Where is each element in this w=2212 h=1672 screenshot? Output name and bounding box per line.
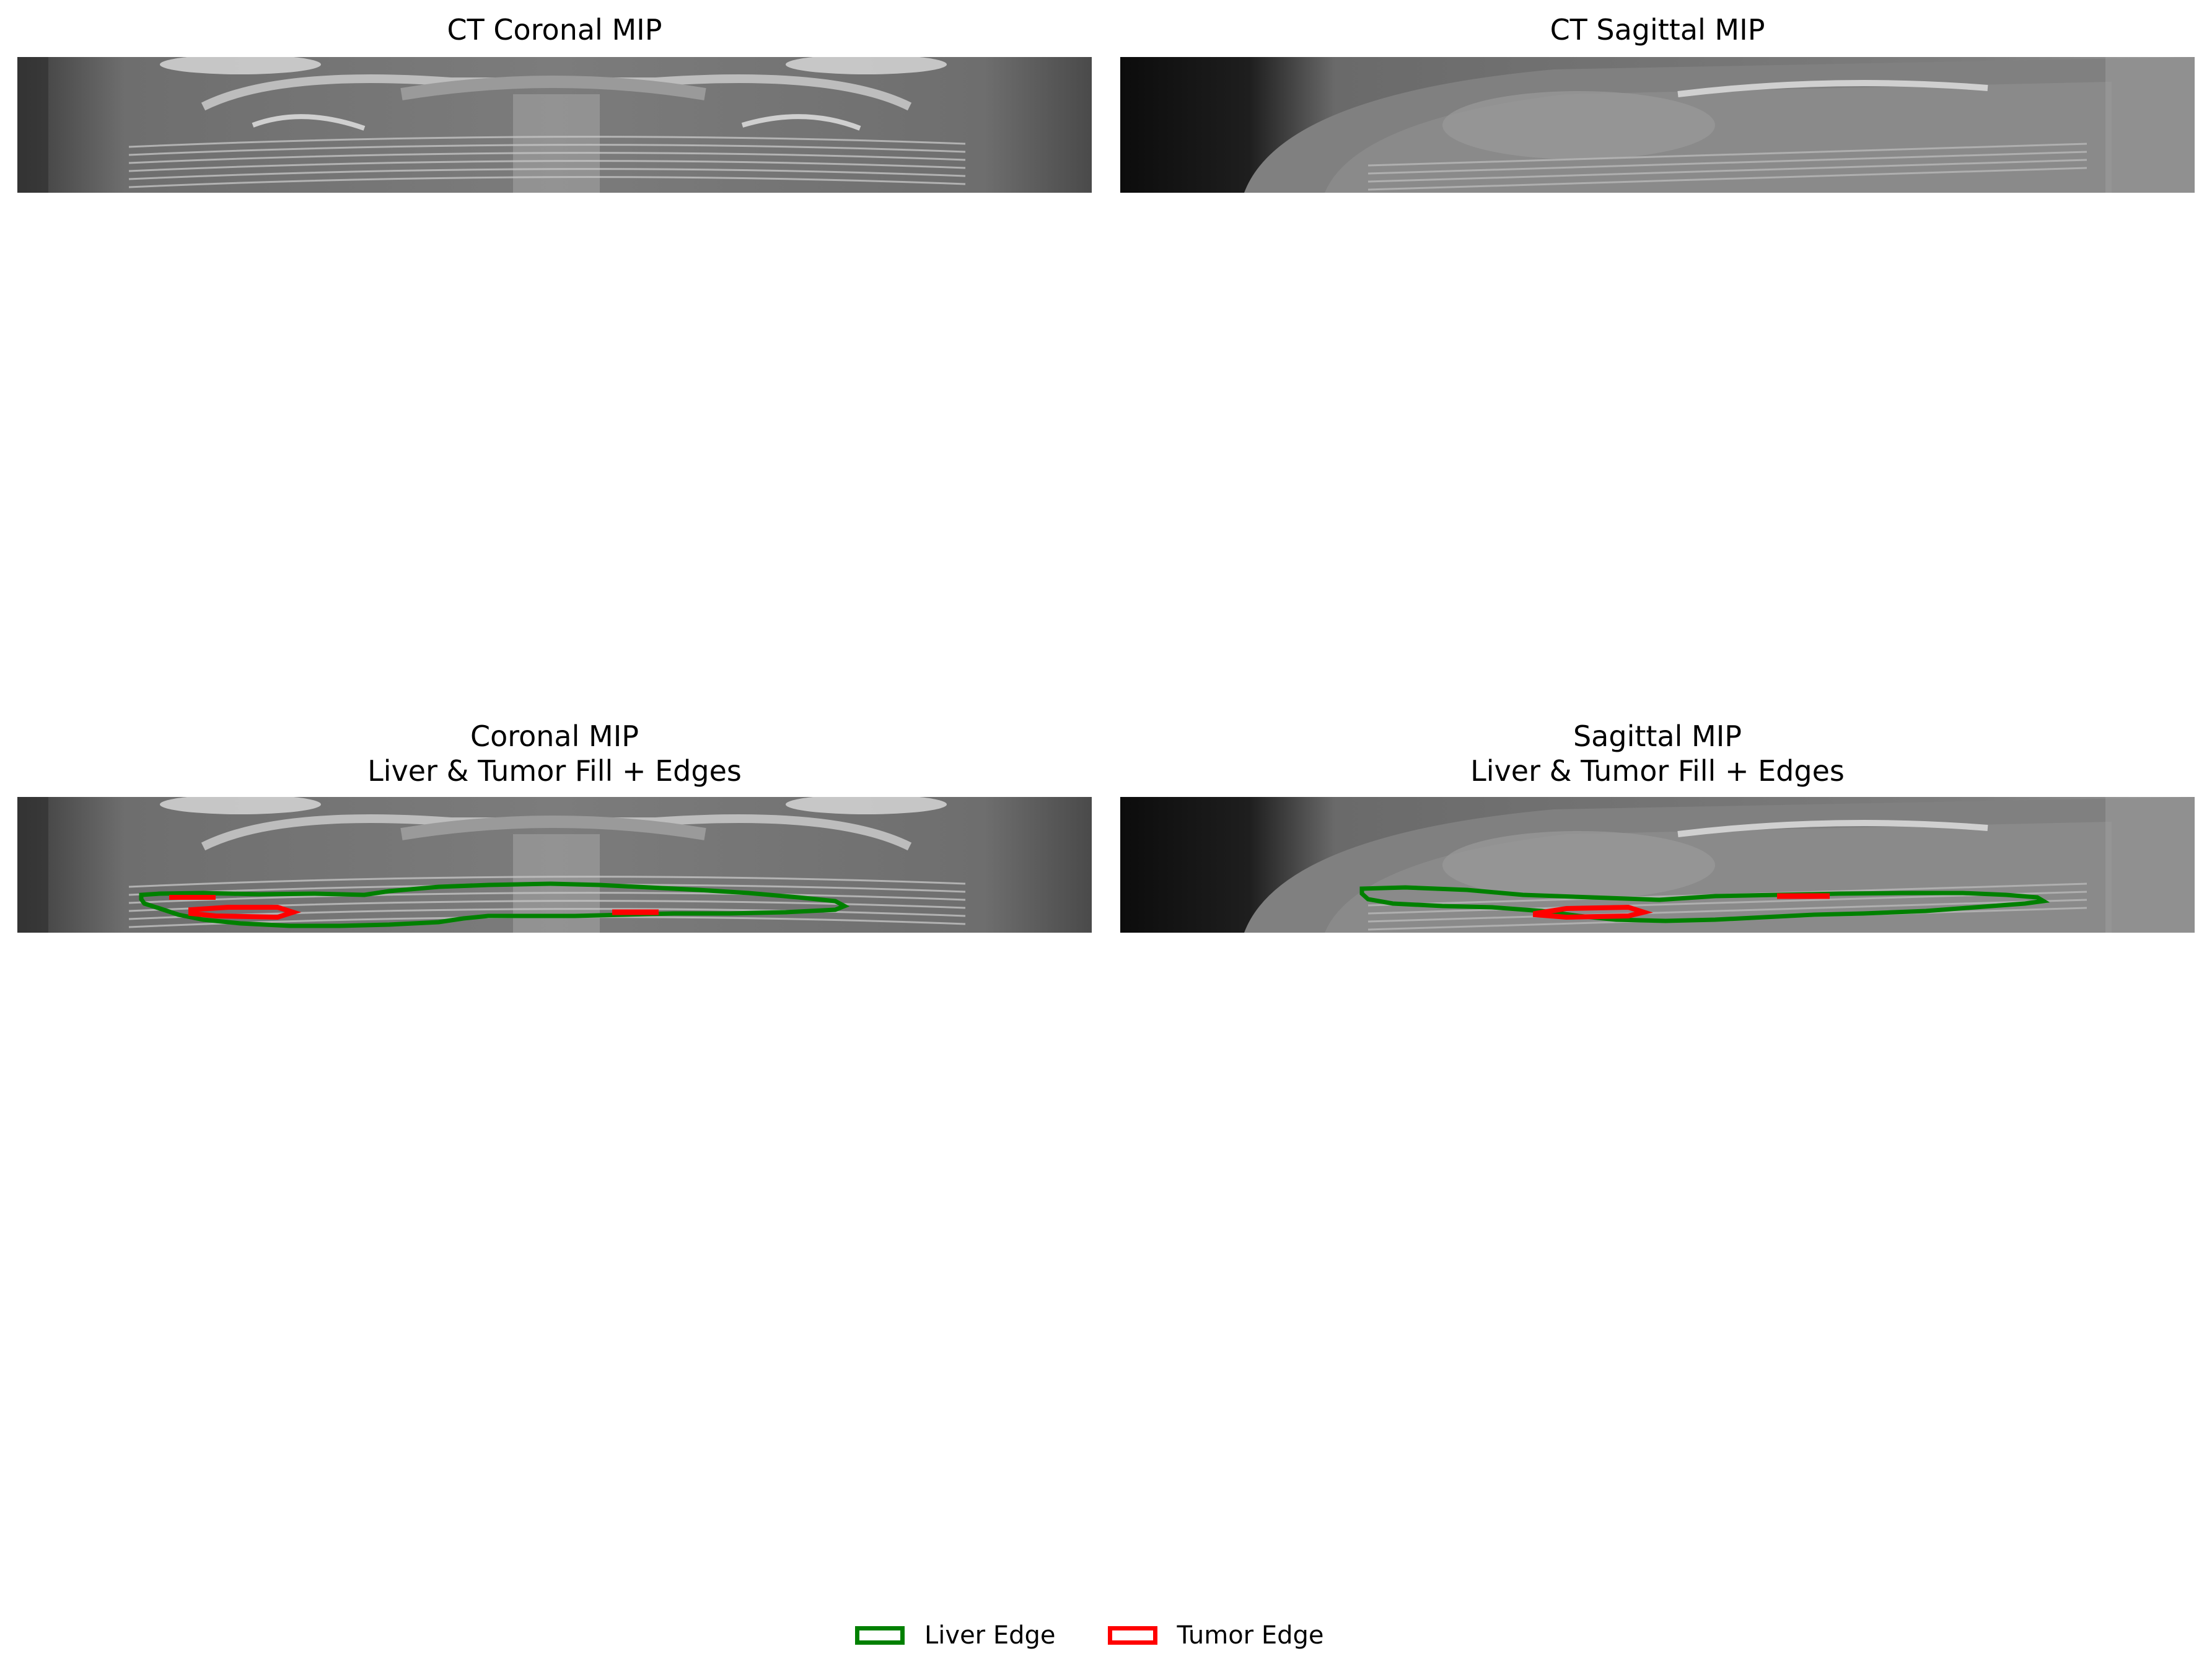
sagittal-mip-overlay-image bbox=[1120, 797, 2195, 933]
legend: Liver Edge Tumor Edge bbox=[855, 1619, 1376, 1652]
liver-edge-contour bbox=[1359, 885, 2050, 923]
panel-title-line1: Sagittal MIP bbox=[1573, 719, 1742, 753]
tumor-edge-contours bbox=[169, 895, 659, 920]
coronal-mip-overlay-image bbox=[17, 797, 1092, 933]
tumor-edge-swatch bbox=[1107, 1626, 1157, 1645]
legend-item-tumor: Tumor Edge bbox=[1107, 1621, 1324, 1650]
panel-title-coronal: CT Coronal MIP bbox=[447, 13, 662, 46]
panel-title-line2: Liver & Tumor Fill + Edges bbox=[367, 754, 742, 788]
tumor-edge-contours bbox=[1533, 893, 1830, 920]
panel-title-coronal-overlay: Coronal MIP Liver & Tumor Fill + Edges bbox=[17, 719, 1092, 788]
legend-item-liver: Liver Edge bbox=[855, 1621, 1056, 1650]
panel-title-sagittal-overlay: Sagittal MIP Liver & Tumor Fill + Edges bbox=[1120, 719, 2195, 788]
liver-edge-contour bbox=[139, 881, 850, 928]
ct-sagittal-mip-image bbox=[1120, 57, 2195, 193]
legend-label: Liver Edge bbox=[924, 1621, 1056, 1650]
legend-label: Tumor Edge bbox=[1177, 1621, 1324, 1650]
ct-coronal-mip-image bbox=[17, 57, 1092, 193]
panel-title-line2: Liver & Tumor Fill + Edges bbox=[1470, 754, 1845, 788]
panel-title-line1: Coronal MIP bbox=[470, 719, 639, 753]
panel-title-sagittal: CT Sagittal MIP bbox=[1550, 13, 1765, 46]
liver-edge-swatch bbox=[855, 1626, 905, 1645]
